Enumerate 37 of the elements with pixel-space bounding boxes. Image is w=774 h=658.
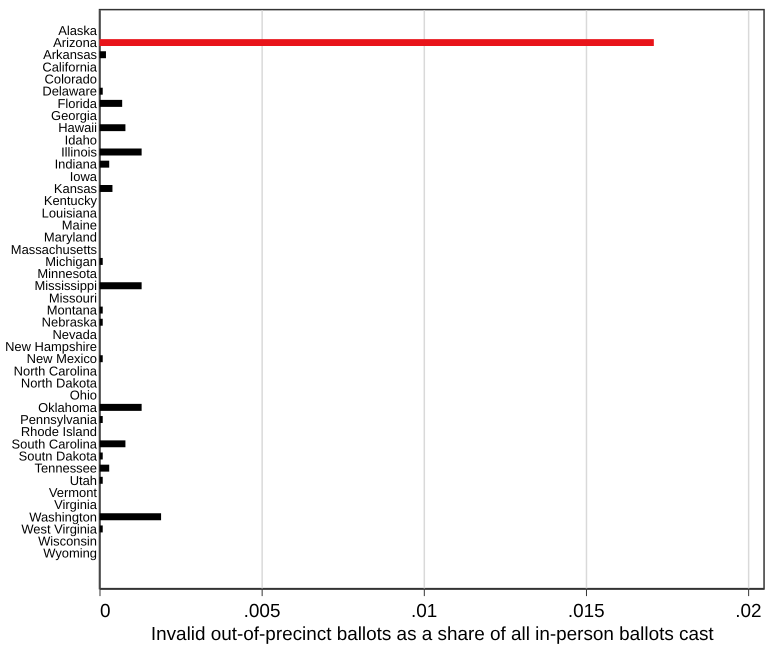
bar xyxy=(99,124,126,132)
bar xyxy=(99,355,103,362)
x-tick-label: .005 xyxy=(244,600,280,622)
bar xyxy=(99,39,654,46)
bar xyxy=(99,160,110,168)
bar xyxy=(99,282,142,290)
y-tick-label: New Hampshire xyxy=(5,339,97,354)
bar xyxy=(99,525,103,532)
bar xyxy=(99,185,112,192)
bar xyxy=(99,452,103,460)
bar xyxy=(99,51,106,58)
bar xyxy=(99,258,103,265)
y-tick-label: Maryland xyxy=(44,230,97,245)
y-tick-label: Alaska xyxy=(58,22,98,38)
x-tick-label: .015 xyxy=(568,600,605,622)
y-tick-label: Virginia xyxy=(54,497,98,512)
bar xyxy=(99,100,122,107)
bar xyxy=(99,88,103,95)
bar xyxy=(99,416,103,423)
y-tick-label: Maine xyxy=(62,217,97,232)
x-axis-title: Invalid out-of-precinct ballots as a share of all in-person ballots cast xyxy=(150,624,714,645)
bar xyxy=(99,513,162,520)
y-tick-label: Georgia xyxy=(51,108,98,123)
bar xyxy=(99,476,103,484)
x-tick-label: .01 xyxy=(411,600,438,622)
bar xyxy=(99,404,142,411)
y-tick-label: Michigan xyxy=(45,254,97,269)
x-tick-label: 0 xyxy=(100,600,110,622)
bar xyxy=(99,148,142,156)
bar xyxy=(99,464,110,472)
y-tick-label: Mississippi xyxy=(34,278,97,294)
x-tick-label: .02 xyxy=(735,600,762,622)
y-tick-label: Kentucky xyxy=(44,193,98,208)
bar xyxy=(99,306,103,314)
y-tick-label: North Carolina xyxy=(14,363,98,378)
y-tick-label: Wyoming xyxy=(43,546,97,561)
bar xyxy=(99,440,126,448)
